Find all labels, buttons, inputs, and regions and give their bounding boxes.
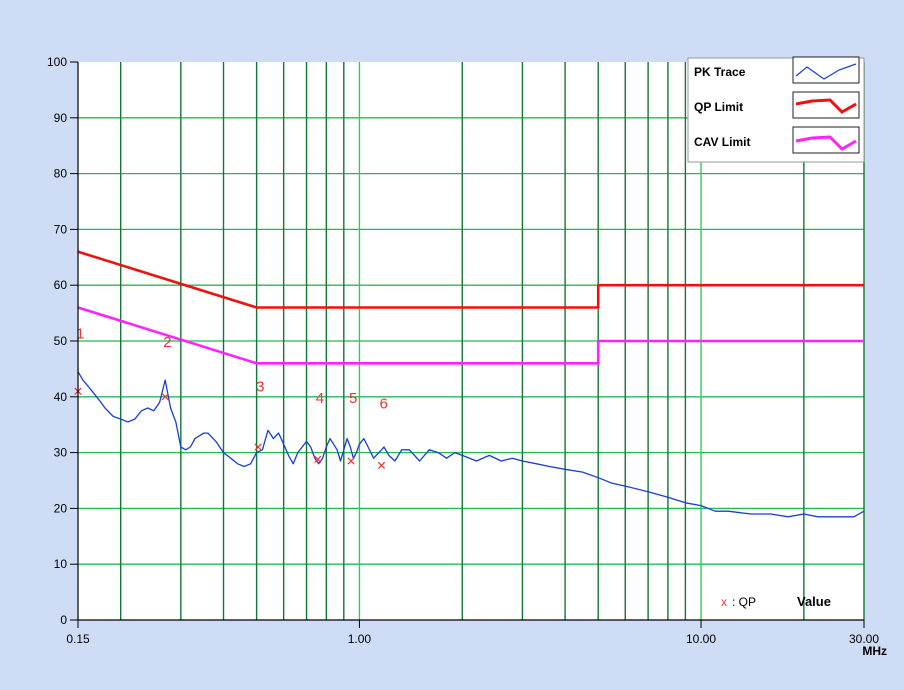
qp-marker-label-4: 4 [316, 390, 324, 407]
qp-note-symbol: x [721, 595, 727, 609]
y-tick-label: 70 [54, 222, 68, 236]
legend-label-pk-trace: PK Trace [694, 65, 746, 79]
qp-note-text: : QP [732, 595, 756, 609]
legend-swatch-pk-trace [795, 63, 857, 80]
x-tick-label: 30.00 [849, 632, 879, 646]
x-tick-label: 0.15 [66, 632, 90, 646]
qp-marker-2 [161, 393, 169, 401]
x-tick-label: 1.00 [348, 632, 372, 646]
qp-marker-4 [314, 455, 322, 463]
y-tick-label: 30 [54, 446, 68, 460]
qp-limit-line [77, 250, 864, 309]
marker-note: x : QP Value [721, 594, 831, 609]
series-layer [77, 250, 865, 518]
qp-marker-label-3: 3 [256, 379, 264, 396]
qp-marker-label-5: 5 [349, 390, 357, 407]
y-tick-label: 80 [54, 167, 68, 181]
qp-marker-label-1: 1 [76, 326, 84, 343]
qp-marker-cross [314, 455, 322, 463]
horizontal-gridlines [78, 117, 864, 565]
qp-note-value-label: Value [797, 594, 831, 609]
qp-marker-3 [254, 443, 262, 451]
qp-marker-cross [161, 393, 169, 401]
qp-markers: 1 2 3 4 5 6 [74, 326, 388, 470]
x-unit-label: MHz [862, 644, 887, 658]
y-tick-label: 20 [54, 501, 68, 515]
axes: 0 10 20 30 40 50 60 70 80 90 100 0.15 1.00 10.00 30.00… [47, 55, 887, 658]
y-tick-label: 60 [54, 278, 68, 292]
y-tick-label: 90 [54, 111, 68, 125]
y-tick-label: 100 [47, 55, 67, 69]
y-tick-label: 0 [60, 613, 67, 627]
x-tick-label: 10.00 [686, 632, 716, 646]
legend-swatch-qp-limit [795, 98, 857, 114]
qp-marker-label-2: 2 [163, 334, 171, 351]
qp-marker-cross [347, 457, 355, 465]
qp-marker-cross [254, 443, 262, 451]
qp-marker-label-6: 6 [379, 395, 387, 412]
pk-trace-line [77, 371, 865, 518]
y-tick-label: 50 [54, 334, 68, 348]
legend-label-cav-limit: CAV Limit [694, 135, 750, 149]
legend-swatch-cav-limit [795, 135, 857, 151]
y-tick-label: 40 [54, 390, 68, 404]
legend: PK Trace QP Limit CAV Limit [687, 56, 865, 163]
legend-swatch-box [792, 91, 860, 119]
qp-marker-6 [377, 461, 386, 470]
legend-label-qp-limit: QP Limit [694, 100, 743, 114]
qp-marker-cross [377, 461, 386, 470]
qp-marker-5 [347, 457, 355, 465]
cav-limit-line [77, 306, 864, 365]
y-tick-label: 10 [54, 557, 68, 571]
